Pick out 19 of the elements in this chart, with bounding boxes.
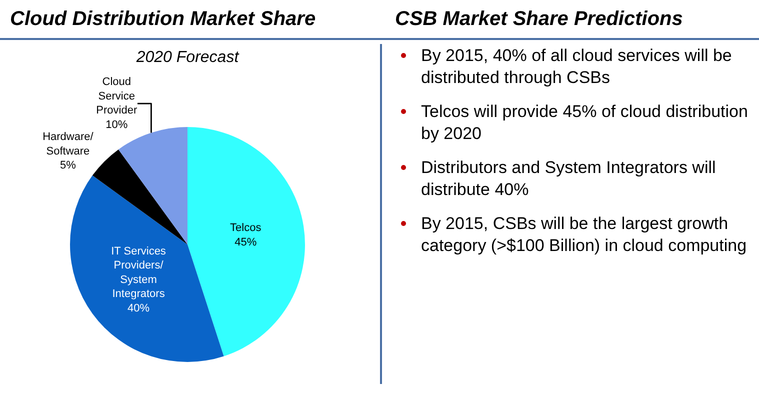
slice-label: Hardware/ Software bbox=[42, 130, 94, 158]
data-label: 45% bbox=[234, 236, 257, 248]
chart-subtitle: 2020 Forecast bbox=[135, 49, 240, 67]
slice-label: IT Services Providers/ System Integrators bbox=[111, 245, 166, 300]
slice-label: Cloud Service Provider bbox=[96, 76, 138, 117]
data-label: 10% bbox=[106, 118, 128, 131]
data-label: 5% bbox=[60, 160, 76, 172]
pie-slice bbox=[118, 127, 188, 244]
text: By 2015, CSBs will be the largest growth category (>$100 Billion) in cloud computing bbox=[421, 213, 748, 257]
data-label: 40% bbox=[128, 302, 150, 314]
text: By 2015, 40% of all cloud services will be distributed through CSBs bbox=[421, 45, 733, 89]
pie-slice bbox=[92, 149, 188, 244]
pie-slice bbox=[188, 127, 305, 356]
pie-slice bbox=[70, 175, 224, 362]
text: Telcos will provide 45% of cloud distribution by 2020 bbox=[421, 101, 749, 145]
chart-title: Cloud Distribution Market Share bbox=[10, 8, 317, 31]
text: CSB Market Share Predictions bbox=[395, 8, 684, 31]
text: Distributors and System Integrators will distribute 40% bbox=[421, 157, 717, 201]
slice-label: Telcos bbox=[230, 222, 262, 234]
